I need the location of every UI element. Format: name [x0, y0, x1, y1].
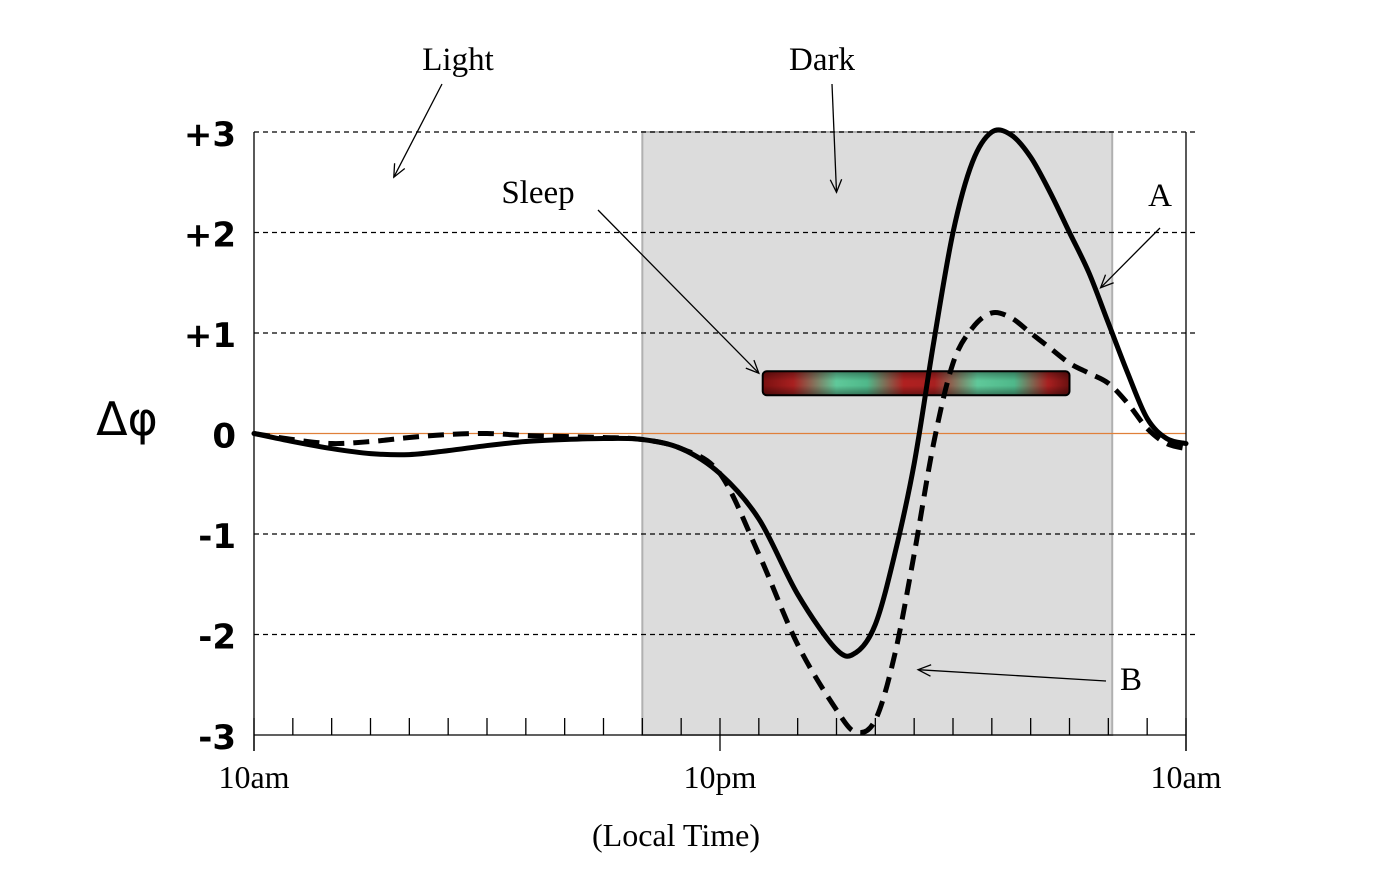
series-lines — [251, 127, 1189, 736]
gridlines — [254, 131, 1196, 636]
sleep-bar — [761, 370, 1071, 397]
annotation-label-dark: Dark — [789, 42, 855, 78]
annotation-label-light: Light — [422, 42, 494, 78]
series-line-b — [253, 309, 1187, 736]
annotation-arrow-dark — [831, 83, 838, 193]
annotation-arrow-sleep — [597, 209, 760, 374]
annotation-label-b: B — [1120, 662, 1142, 698]
y-tick-label: +3 — [184, 115, 236, 155]
annotation-arrowhead-a — [1099, 274, 1114, 289]
y-tick-label: -1 — [198, 517, 236, 557]
y-tick-labels: +3 +2 +1 0 -1 -2 -3 — [184, 115, 236, 758]
annotation-arrow-b — [918, 669, 1107, 682]
y-tick-label: 0 — [212, 417, 236, 457]
x-tick-label: 10am — [218, 759, 289, 795]
y-axis-label: Δφ — [96, 392, 158, 446]
y-tick-label: -2 — [198, 618, 236, 658]
x-ticks — [253, 718, 1187, 751]
annotation-label-sleep: Sleep — [501, 175, 574, 211]
sleep-bar-shade — [762, 371, 1070, 396]
callout-arrows: Light Dark Sleep A B — [393, 42, 1172, 698]
x-axis-label: (Local Time) — [592, 817, 760, 853]
y-tick-label: +1 — [184, 316, 236, 356]
x-tick-labels: 10am 10pm 10am — [218, 759, 1221, 795]
series-line-a — [251, 127, 1189, 659]
x-tick-label: 10pm — [684, 759, 757, 795]
annotation-arrowhead-sleep — [745, 359, 760, 375]
y-tick-label: -3 — [198, 718, 236, 758]
annotation-arrow-light — [393, 83, 443, 178]
annotation-arrowhead-dark — [829, 179, 843, 194]
annotation-arrowhead-b — [916, 664, 932, 677]
annotation-label-a: A — [1148, 178, 1172, 214]
y-tick-label: +2 — [184, 216, 236, 256]
annotation-arrowhead-light — [393, 163, 406, 179]
x-tick-label: 10am — [1150, 759, 1221, 795]
annotation-arrow-a — [1100, 227, 1161, 289]
